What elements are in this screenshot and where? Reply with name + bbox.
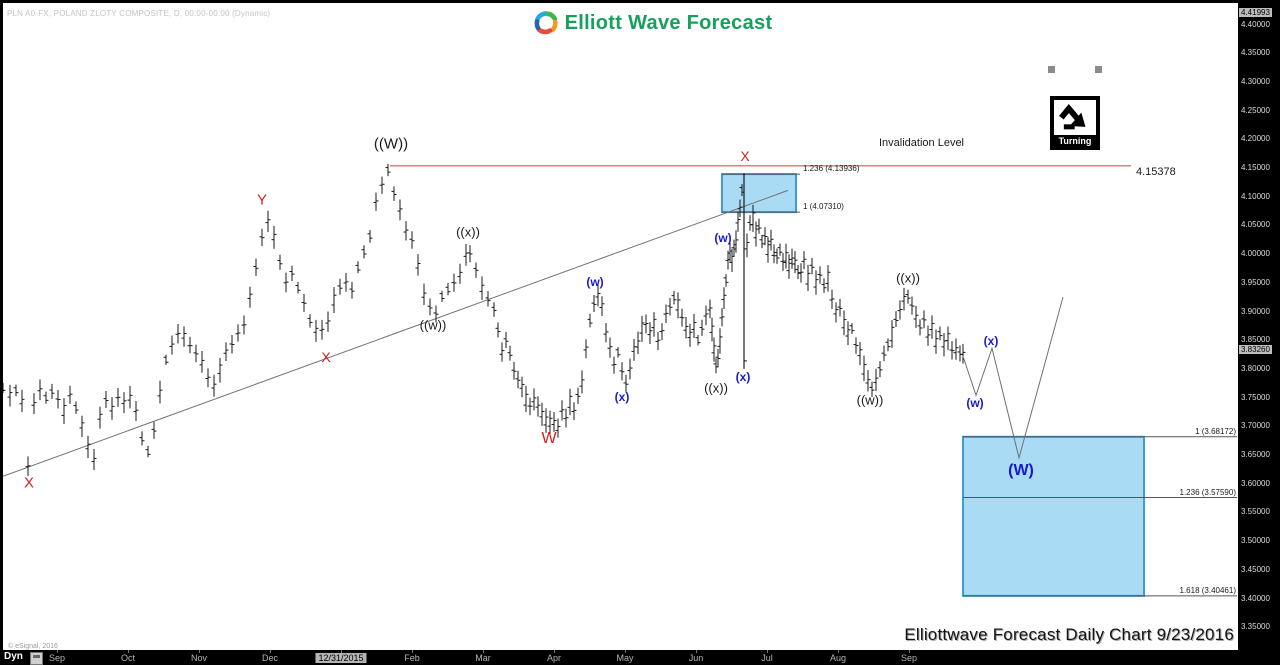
x-axis-tick	[483, 650, 484, 653]
x-axis-tick	[909, 650, 910, 653]
x-axis-tick	[270, 650, 271, 653]
y-axis-tick-label: 3.95000	[1241, 277, 1270, 287]
y-axis-tick-label: 3.55000	[1241, 507, 1270, 517]
logo-text: Elliott Wave Forecast	[564, 11, 773, 34]
y-axis-tick-label: 3.85000	[1241, 335, 1270, 345]
x-axis-label: Apr	[546, 653, 562, 663]
axis-high-marker: 4.41993	[1239, 8, 1272, 18]
y-axis-tick-label: 4.20000	[1241, 134, 1270, 144]
x-axis-tick	[341, 650, 342, 653]
wave-label: (x)	[614, 390, 630, 404]
wave-label: W	[541, 430, 557, 447]
x-axis-tick	[57, 650, 58, 653]
y-axis-tick-label: 3.90000	[1241, 306, 1270, 316]
fib-target-box	[721, 173, 797, 214]
annotation-handle-square[interactable]	[1095, 66, 1102, 73]
y-axis-tick-label: 3.70000	[1241, 421, 1270, 431]
x-axis-label: 12/31/2015	[315, 653, 367, 663]
fib-target-box	[962, 435, 1145, 597]
x-axis-label: Feb	[404, 653, 420, 663]
y-axis-tick-label: 4.00000	[1241, 249, 1270, 259]
wave-label: ((w))	[419, 317, 447, 333]
x-axis-label: Aug	[829, 653, 847, 663]
chart-plot-area[interactable]: PLN A0-FX, POLAND ZLOTY COMPOSITE, D, 00…	[3, 3, 1238, 650]
wave-label: ((x))	[456, 224, 480, 240]
x-axis-label: Dec	[261, 653, 279, 663]
wave-label: (x)	[735, 370, 751, 384]
wave-label: ((x))	[896, 270, 920, 286]
x-axis-tick	[696, 650, 697, 653]
turning-signal-widget: Turning	[1050, 96, 1100, 150]
wave-label: (w)	[966, 396, 984, 410]
fib-level-label: 1.236 (3.57590)	[1179, 487, 1237, 497]
y-axis-tick-label: 3.50000	[1241, 536, 1270, 546]
y-axis-tick-label: 3.45000	[1241, 564, 1270, 574]
chart-footer-note: Elliottwave Forecast Daily Chart 9/23/20…	[904, 625, 1234, 644]
x-axis-label: Sep	[48, 653, 66, 663]
turning-down-arrow-icon	[1059, 103, 1086, 130]
turning-label: Turning	[1052, 135, 1098, 148]
x-axis-tick	[128, 650, 129, 653]
x-axis-tick	[412, 650, 413, 653]
brand-logo: Elliott Wave Forecast	[503, 11, 803, 35]
price-axis[interactable]: 4.40000 4.35000 4.30000 4.25000 4.20000 4.150…	[1238, 0, 1280, 665]
y-axis-tick-label: 4.30000	[1241, 76, 1270, 86]
x-axis-tick	[767, 650, 768, 653]
wave-label: X	[321, 349, 331, 365]
annotation-handle-square[interactable]	[1048, 66, 1055, 73]
x-axis-tick	[554, 650, 555, 653]
wave-label: ((W))	[373, 135, 409, 153]
dyn-mode-icon[interactable]	[30, 652, 43, 665]
y-axis-tick-label: 3.75000	[1241, 392, 1270, 402]
instrument-header: PLN A0-FX, POLAND ZLOTY COMPOSITE, D, 00…	[7, 9, 271, 18]
fib-level-label: 1 (4.07310)	[803, 202, 844, 212]
x-axis-label: Sep	[900, 653, 918, 663]
y-axis-tick-label: 3.65000	[1241, 450, 1270, 459]
wave-label: (w)	[714, 231, 732, 245]
y-axis-tick-label: 3.60000	[1241, 478, 1270, 488]
logo-swirl-icon	[534, 11, 558, 35]
y-axis-tick-label: 4.25000	[1241, 105, 1270, 115]
x-axis-label: Oct	[120, 653, 136, 663]
y-axis-tick-label: 4.05000	[1241, 220, 1270, 230]
x-axis-tick	[838, 650, 839, 653]
forecast-projection-path	[962, 297, 1064, 460]
wave-label: ((w))	[856, 392, 884, 408]
price-chart-canvas[interactable]	[3, 3, 1238, 650]
x-axis-label: Jun	[688, 653, 704, 663]
y-axis-tick-label: 4.35000	[1241, 48, 1270, 58]
wave-label: X	[23, 474, 35, 492]
y-axis-tick-label: 4.10000	[1241, 191, 1270, 201]
x-axis-label: Mar	[475, 653, 491, 663]
x-axis-label: Nov	[190, 653, 208, 663]
x-axis-label: May	[616, 653, 634, 663]
x-axis-tick	[199, 650, 200, 653]
axis-last-price-marker: 3.83260	[1239, 345, 1272, 355]
y-axis-tick-label: 4.15000	[1241, 163, 1270, 172]
wave-label: Y	[256, 191, 268, 209]
invalidation-price-label: 4.15378	[1136, 166, 1176, 178]
wave-label: (w)	[586, 275, 604, 289]
trendline	[3, 189, 789, 477]
y-axis-tick-label: 3.35000	[1241, 622, 1270, 632]
time-axis[interactable]: Dyn Sep Oct Nov Dec 12/31/2015 Feb Mar Apr May Ju…	[0, 650, 1238, 665]
invalidation-level-label: Invalidation Level	[879, 137, 965, 149]
x-axis-label: Jul	[761, 653, 773, 663]
fib-level-label: 1.236 (4.13936)	[803, 164, 860, 174]
wave-label: (x)	[983, 334, 999, 348]
fib-level-label: 1 (3.68172)	[1195, 426, 1236, 436]
y-axis-tick-label: 3.80000	[1241, 363, 1270, 373]
dyn-button[interactable]: Dyn	[4, 651, 23, 662]
wave-label: ((x))	[704, 380, 728, 396]
copyright-text: © eSignal, 2016	[8, 643, 58, 650]
fib-level-label: 1.618 (3.40461)	[1179, 585, 1237, 595]
y-axis-tick-label: 3.40000	[1241, 593, 1270, 603]
x-axis-tick	[625, 650, 626, 653]
y-axis-tick-label: 4.40000	[1241, 19, 1270, 29]
wave-label: X	[740, 148, 750, 164]
wave-label: (W)	[1008, 462, 1034, 479]
